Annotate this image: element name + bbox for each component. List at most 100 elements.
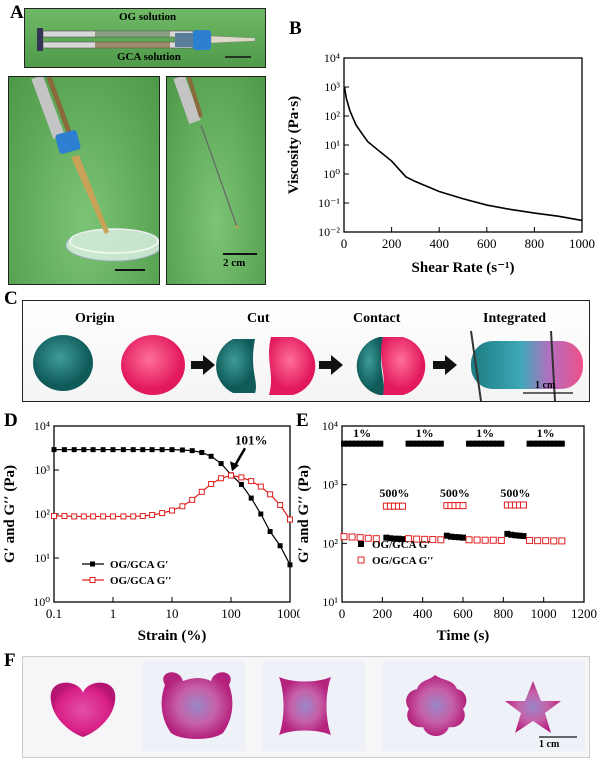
scale-bar-a-left bbox=[115, 269, 145, 271]
panel-label-e: E bbox=[296, 410, 309, 431]
scale-bar-c-label: 1 cm bbox=[535, 380, 556, 391]
data-point bbox=[71, 513, 78, 520]
data-point bbox=[267, 491, 274, 498]
data-point bbox=[189, 448, 195, 454]
data-point bbox=[341, 440, 348, 447]
legend-marker bbox=[90, 561, 95, 567]
data-point bbox=[520, 533, 527, 540]
y-tick-label: 10³ bbox=[322, 478, 338, 492]
legend-label: OG/GCA G′ bbox=[372, 539, 430, 551]
strain-label-high: 500% bbox=[440, 486, 470, 500]
data-point bbox=[520, 501, 527, 509]
y-tick-label: 10³ bbox=[324, 80, 340, 94]
data-point bbox=[542, 537, 550, 545]
viscosity-series-line bbox=[343, 86, 583, 222]
data-point bbox=[149, 447, 155, 453]
data-point bbox=[238, 481, 244, 487]
y-tick-label: 10² bbox=[34, 507, 50, 521]
legend-label: OG/GCA G′′ bbox=[110, 575, 172, 587]
strain-sweep-chart: 0.1 1 10 100 1000 10⁰ 10¹ 10² 10³ 10⁴ 101% OG/GCA G… bbox=[2, 419, 300, 644]
x-tick-label: 100 bbox=[221, 606, 241, 621]
data-point bbox=[425, 440, 432, 447]
data-point bbox=[130, 513, 137, 520]
data-point bbox=[120, 513, 127, 520]
x-tick-label: 0 bbox=[339, 606, 346, 621]
data-point bbox=[110, 447, 116, 453]
data-point bbox=[199, 449, 205, 455]
data-point bbox=[369, 440, 376, 447]
y-tick-label: 10⁰ bbox=[323, 167, 340, 181]
data-point bbox=[348, 533, 356, 541]
data-point bbox=[357, 440, 364, 447]
panel-label-b: B bbox=[289, 18, 302, 39]
data-point bbox=[120, 447, 126, 453]
stage-label-integrated: Integrated bbox=[483, 311, 546, 326]
data-point bbox=[481, 536, 489, 544]
x-tick-label: 1 bbox=[110, 606, 117, 621]
data-point bbox=[486, 440, 493, 447]
data-point bbox=[277, 502, 284, 509]
data-point bbox=[61, 447, 67, 453]
plot-frame bbox=[343, 57, 583, 233]
data-point bbox=[257, 483, 264, 490]
y-tick-label: 10⁰ bbox=[33, 595, 50, 609]
stage-label-cut: Cut bbox=[247, 311, 270, 326]
data-point bbox=[508, 531, 515, 538]
data-point bbox=[287, 516, 293, 523]
data-point bbox=[530, 440, 537, 447]
data-point bbox=[228, 472, 234, 479]
x-axis-label: Time (s) bbox=[437, 628, 490, 644]
data-point bbox=[482, 440, 489, 447]
data-point bbox=[71, 447, 77, 453]
step-strain-chart: 0 200 400 600 800 1000 1200 10¹ 10² 10³ 10⁴ 1% 1% 1% 1… bbox=[296, 419, 597, 644]
data-point bbox=[494, 440, 501, 447]
panel-label-c: C bbox=[4, 288, 18, 309]
data-point bbox=[130, 447, 136, 453]
x-tick-label: 1000 bbox=[531, 606, 557, 621]
data-point bbox=[413, 535, 421, 543]
panel-label-d: D bbox=[4, 410, 18, 431]
data-point bbox=[478, 440, 485, 447]
stage-label-origin: Origin bbox=[75, 311, 115, 326]
data-point bbox=[391, 535, 398, 542]
data-point bbox=[372, 535, 380, 543]
strain-label-low: 1% bbox=[416, 426, 434, 440]
data-point bbox=[526, 440, 533, 447]
hydrogel-stages-drawing bbox=[33, 330, 583, 401]
data-point bbox=[534, 537, 542, 545]
x-tick-label: 800 bbox=[525, 236, 545, 251]
x-axis-label: Shear Rate (s⁻¹) bbox=[412, 260, 515, 276]
y-tick-label: 10² bbox=[324, 109, 340, 123]
data-point bbox=[429, 536, 437, 544]
data-point bbox=[169, 507, 175, 514]
data-point bbox=[248, 495, 254, 501]
y-tick-label: 10⁻¹ bbox=[318, 196, 340, 210]
data-point bbox=[470, 440, 477, 447]
y-tick-label: 10⁻² bbox=[318, 225, 340, 239]
data-point bbox=[377, 440, 384, 447]
y-tick-label: 10² bbox=[322, 536, 338, 550]
strain-label-low: 1% bbox=[353, 426, 371, 440]
data-point bbox=[429, 440, 436, 447]
hydrogel-shapes-drawing bbox=[50, 661, 585, 751]
x-tick-label: 200 bbox=[373, 606, 393, 621]
y-tick-label: 10⁴ bbox=[322, 419, 338, 433]
data-point bbox=[169, 447, 175, 453]
plot-frame bbox=[53, 425, 291, 603]
data-point bbox=[340, 533, 348, 541]
scale-bar-a-label: 2 cm bbox=[223, 257, 246, 269]
series-line bbox=[54, 449, 291, 566]
data-point bbox=[208, 453, 214, 459]
strain-label-low: 1% bbox=[537, 426, 555, 440]
data-point bbox=[473, 536, 481, 544]
data-point bbox=[248, 478, 255, 485]
data-point bbox=[373, 440, 380, 447]
data-point bbox=[497, 536, 505, 544]
panel-label-a: A bbox=[10, 2, 24, 23]
data-point bbox=[421, 535, 429, 543]
data-point bbox=[61, 513, 68, 520]
data-point bbox=[459, 502, 467, 510]
y-tick-label: 10³ bbox=[34, 463, 50, 477]
y-tick-label: 10⁴ bbox=[324, 51, 340, 65]
crossover-arrow-head bbox=[230, 461, 239, 472]
